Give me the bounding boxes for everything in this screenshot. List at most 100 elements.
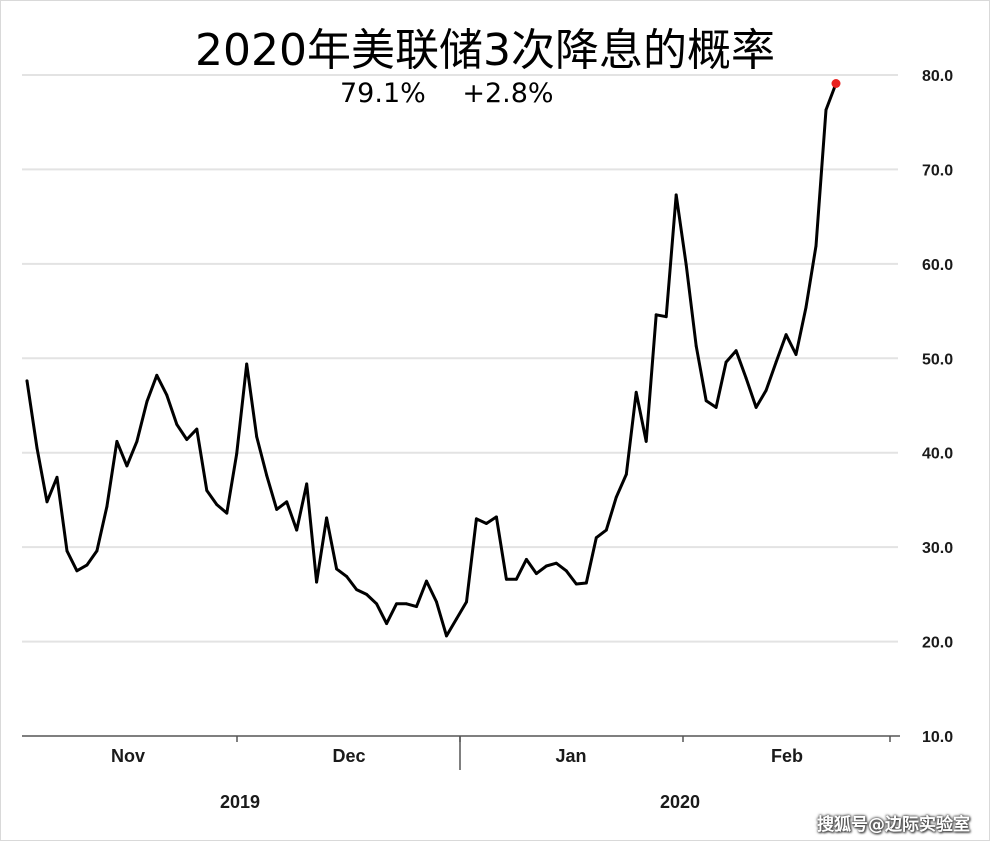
data-point [55,475,59,479]
watermark: 搜狐号@边际实验室 [817,815,970,835]
data-point [445,634,448,638]
data-point [814,244,818,248]
data-point [714,406,718,409]
data-point [614,495,618,499]
x-tick-label-month: Feb [771,746,803,766]
data-point [564,569,568,573]
data-point [105,505,109,508]
data-point [654,313,658,317]
data-point [764,389,768,392]
data-point [65,549,69,553]
data-point [794,353,798,356]
data-point [185,438,189,441]
x-tick-label-month: Dec [332,746,365,766]
data-point [495,515,498,519]
data-point [275,508,279,511]
data-point [515,577,518,581]
data-point [285,500,289,504]
data-point [135,440,139,443]
data-point [545,564,548,568]
y-tick-label: 30.0 [922,540,953,557]
data-point [265,474,269,477]
data-point [125,464,129,468]
y-tick-label: 10.0 [922,729,953,746]
data-point [674,193,678,197]
data-point [624,473,628,476]
data-point [774,360,778,364]
data-point [405,602,408,606]
data-point [365,593,368,596]
data-point [45,500,49,504]
y-tick-label: 50.0 [922,351,953,368]
data-point [75,569,79,573]
data-point [704,399,708,403]
data-point [325,516,328,520]
data-point [485,522,488,525]
data-point [634,390,638,394]
data-point [345,575,348,578]
x-tick-label-month: Jan [555,746,586,766]
data-point [804,305,808,309]
data-point [644,440,648,443]
data-point [115,440,119,443]
x-tick-label-year: 2019 [220,792,260,812]
data-point [754,406,758,409]
y-tick-label: 80.0 [922,68,953,85]
data-point [535,572,538,575]
data-point [415,605,418,608]
data-point [724,360,728,364]
data-point [664,315,668,319]
y-tick-label: 40.0 [922,446,953,463]
data-point [734,349,738,353]
data-point [195,427,199,431]
data-point [355,588,358,591]
data-point [305,482,309,486]
data-point [25,379,29,383]
y-tick-label: 20.0 [922,635,953,652]
data-point [554,561,558,565]
data-point [475,517,478,521]
chart-title: 2020年美联储3次降息的概率 [195,25,775,76]
data-point [574,582,578,586]
data-point [385,622,388,625]
data-point [435,600,438,604]
data-point [255,435,259,439]
data-point [85,563,89,567]
x-tick-label-month: Nov [111,746,145,766]
data-point [455,617,458,621]
data-point [295,528,299,532]
data-point [315,580,318,584]
y-tick-label: 60.0 [922,257,953,274]
data-point [465,600,468,604]
series-line [25,82,838,638]
data-point [425,579,428,583]
probability-value: 79.1% [340,78,426,109]
data-point [594,536,598,540]
data-point [95,549,99,553]
data-point [35,446,39,450]
data-point [395,602,398,606]
data-point [584,581,588,585]
data-point [205,489,209,492]
probability-change: +2.8% [462,78,554,109]
data-point [215,503,219,506]
x-tick-label-year: 2020 [660,792,700,812]
latest-value-marker [831,78,841,88]
data-point [604,528,608,532]
data-point [684,263,688,267]
data-point [335,567,338,571]
data-point [694,344,698,348]
data-point [824,108,828,112]
data-point [505,577,508,581]
data-point [145,400,149,404]
data-point [165,393,169,397]
data-point [175,423,179,426]
data-point [744,376,748,380]
data-point [235,452,239,456]
data-point [375,602,378,606]
data-point [155,373,159,377]
data-point [525,558,528,561]
data-point [784,333,788,337]
